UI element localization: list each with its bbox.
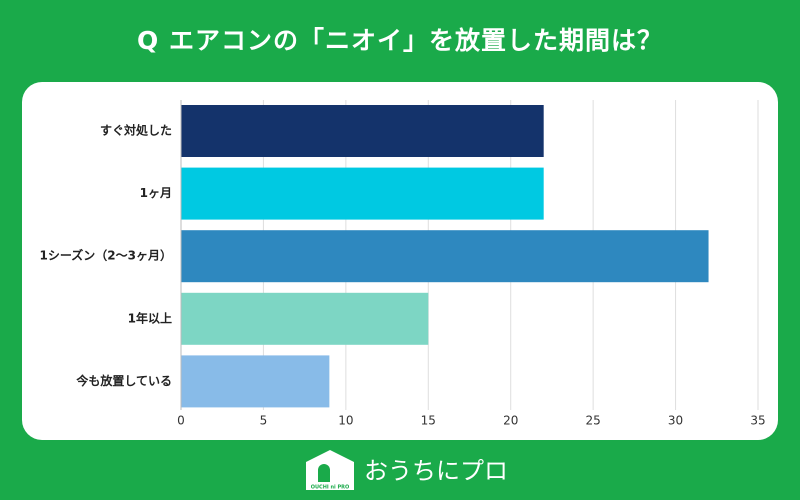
- y-tick-label: すぐ対処した: [100, 123, 172, 138]
- bar: [181, 230, 709, 283]
- bar: [181, 167, 544, 220]
- x-tick-label: 0: [177, 414, 185, 428]
- y-tick-label: 今も放置している: [75, 373, 172, 388]
- x-tick-label: 35: [750, 414, 765, 428]
- x-tick-label: 15: [421, 414, 436, 428]
- logo-mark: OUCHI ni PRO: [311, 485, 350, 491]
- x-tick-label: 10: [338, 414, 353, 428]
- logo: OUCHI ni PRO おうちにプロ: [306, 450, 508, 491]
- x-tick-label: 5: [260, 414, 268, 428]
- chart-title: Q エアコンの「ニオイ」を放置した期間は？: [137, 26, 663, 55]
- logo-text: おうちにプロ: [364, 457, 508, 485]
- logo-door: [318, 464, 330, 482]
- x-tick-label: 30: [668, 414, 683, 428]
- bar: [181, 105, 544, 157]
- bar: [181, 355, 330, 408]
- y-tick-label: 1シーズン（2～3ヶ月）: [40, 248, 172, 263]
- y-tick-label: 1年以上: [128, 310, 172, 325]
- y-tick-label: 1ヶ月: [140, 186, 172, 200]
- x-tick-label: 20: [503, 414, 518, 428]
- x-tick-label: 25: [586, 414, 601, 428]
- bar: [181, 292, 429, 345]
